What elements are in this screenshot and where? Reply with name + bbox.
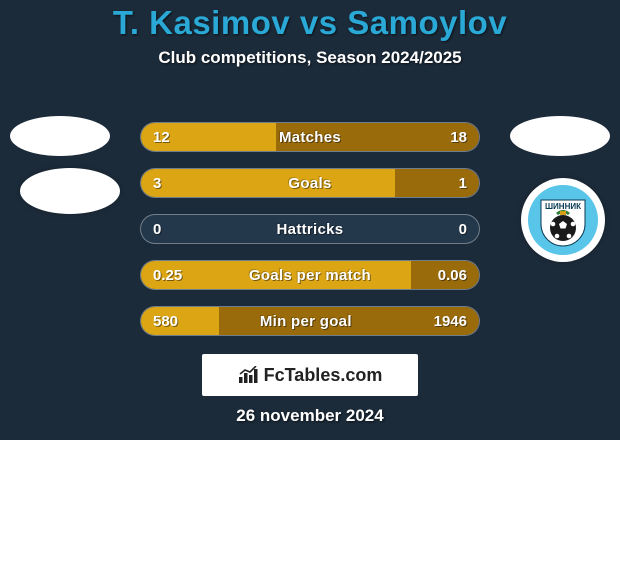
stats-rows: 12Matches18 3Goals1 0Hattricks0 0.25Goals p… bbox=[140, 122, 480, 352]
svg-text:ШИННИК: ШИННИК bbox=[545, 202, 581, 211]
player2-avatar bbox=[510, 116, 610, 156]
subtitle: Club competitions, Season 2024/2025 bbox=[0, 48, 620, 68]
stat-value-left: 580 bbox=[141, 313, 190, 330]
player1-avatar bbox=[10, 116, 110, 156]
stat-label: Min per goal bbox=[190, 313, 422, 330]
stat-label: Hattricks bbox=[187, 221, 433, 238]
stat-label: Matches bbox=[187, 129, 433, 146]
stat-value-right: 0 bbox=[433, 221, 479, 238]
stat-label: Goals bbox=[187, 175, 433, 192]
player2-name: Samoylov bbox=[347, 4, 507, 41]
stat-value-left: 3 bbox=[141, 175, 187, 192]
shinnik-badge-icon: ШИННИК bbox=[527, 184, 599, 256]
stat-row: 0Hattricks0 bbox=[140, 214, 480, 244]
player2-club-logo: ШИННИК bbox=[521, 178, 605, 262]
stat-value-right: 1 bbox=[433, 175, 479, 192]
page-title: T. Kasimov vs Samoylov bbox=[0, 4, 620, 42]
stat-value-left: 12 bbox=[141, 129, 187, 146]
stat-row: 580Min per goal1946 bbox=[140, 306, 480, 336]
brand-badge: FcTables.com bbox=[202, 354, 418, 396]
stat-value-right: 1946 bbox=[422, 313, 479, 330]
stat-value-left: 0 bbox=[141, 221, 187, 238]
brand-chart-icon bbox=[238, 366, 260, 384]
footer-date: 26 november 2024 bbox=[0, 406, 620, 426]
stat-label: Goals per match bbox=[194, 267, 426, 284]
stat-row: 3Goals1 bbox=[140, 168, 480, 198]
player1-club-logo bbox=[20, 168, 120, 214]
stat-value-right: 18 bbox=[433, 129, 479, 146]
stat-row: 12Matches18 bbox=[140, 122, 480, 152]
comparison-card: T. Kasimov vs Samoylov Club competitions… bbox=[0, 0, 620, 440]
vs-separator: vs bbox=[300, 4, 338, 41]
brand-text: FcTables.com bbox=[264, 365, 383, 386]
player1-name: T. Kasimov bbox=[113, 4, 290, 41]
stat-row: 0.25Goals per match0.06 bbox=[140, 260, 480, 290]
stat-value-left: 0.25 bbox=[141, 267, 194, 284]
stat-value-right: 0.06 bbox=[426, 267, 479, 284]
